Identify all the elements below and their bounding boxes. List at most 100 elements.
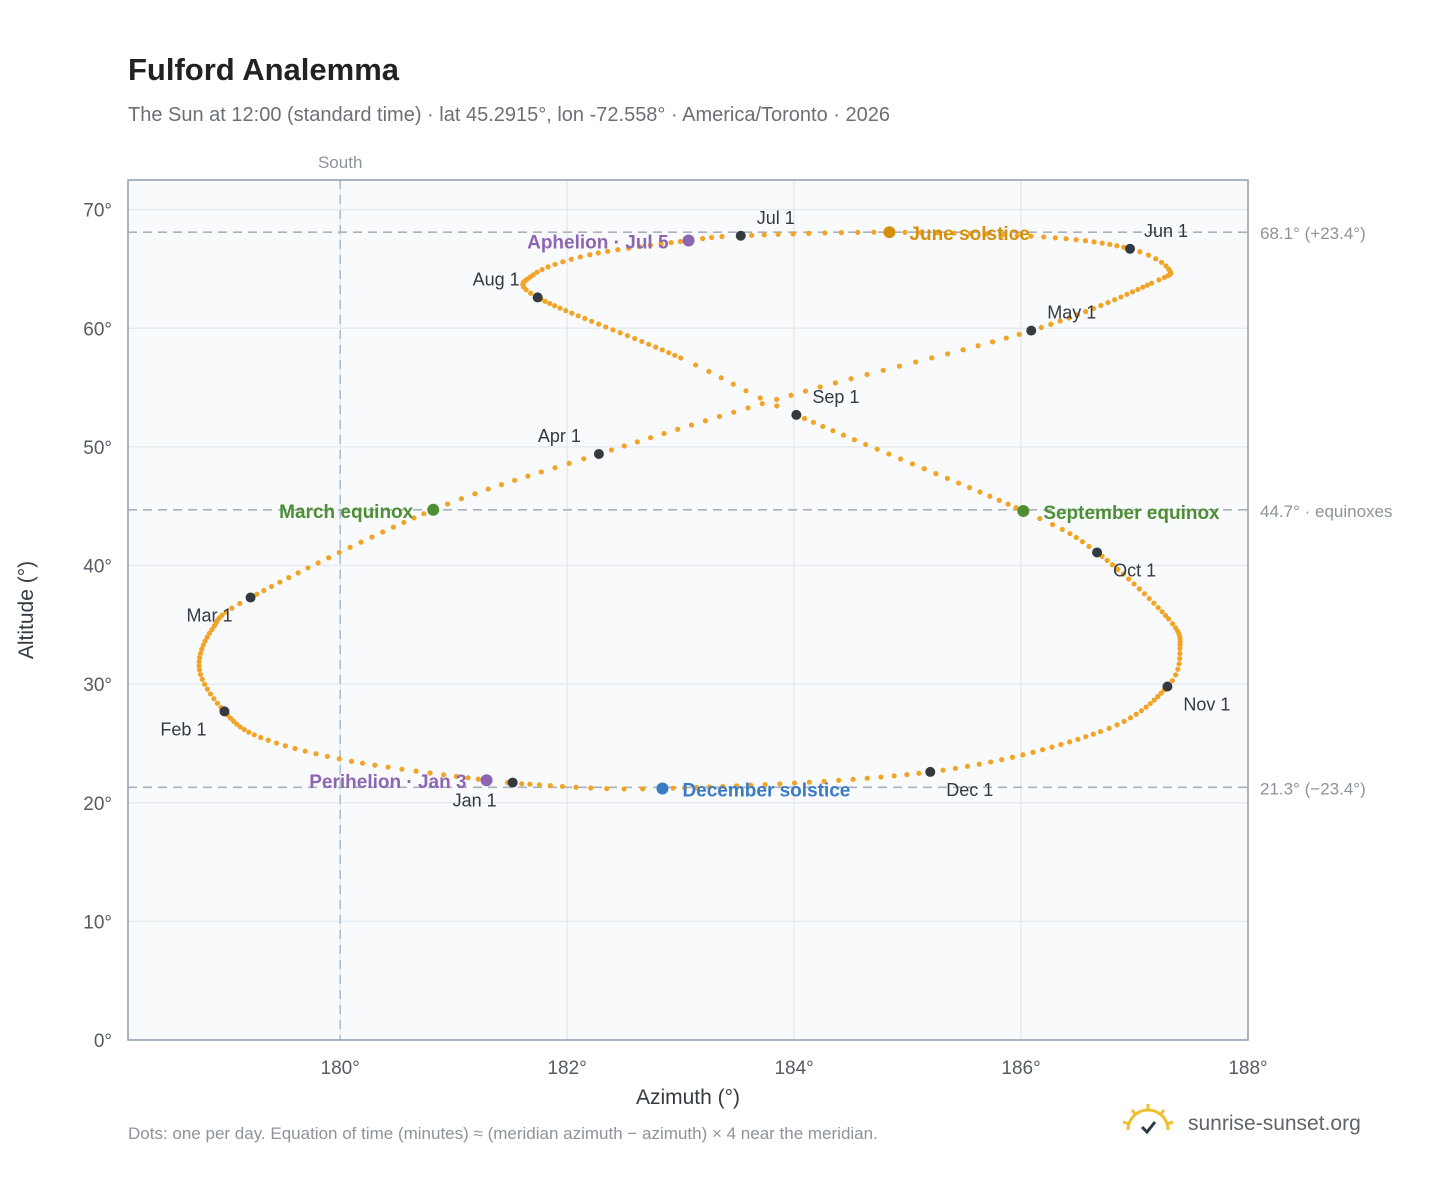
daily-dot	[1140, 284, 1146, 290]
daily-dot	[706, 368, 712, 375]
daily-dot	[821, 778, 827, 784]
daily-dot	[987, 493, 993, 499]
daily-dot	[855, 229, 861, 235]
daily-dot	[202, 681, 208, 687]
daily-dot	[820, 423, 826, 430]
daily-dot	[1153, 256, 1159, 262]
daily-dot	[874, 446, 880, 452]
daily-dot	[1118, 294, 1124, 300]
daily-dot	[1037, 515, 1043, 522]
daily-dot	[557, 305, 563, 311]
daily-dot	[1151, 600, 1157, 606]
daily-dot	[621, 443, 627, 449]
daily-dot	[617, 330, 623, 336]
daily-dot	[336, 756, 342, 762]
month-marker	[1092, 547, 1103, 558]
daily-dot	[282, 743, 288, 749]
daily-dot	[1067, 739, 1073, 745]
daily-dot	[552, 303, 558, 309]
daily-dot	[762, 781, 768, 788]
daily-dot	[588, 785, 594, 791]
brand-logo[interactable]: sunrise-sunset.org	[1120, 1103, 1361, 1144]
daily-dot	[547, 783, 553, 789]
daily-dot	[604, 785, 610, 792]
daily-dot	[511, 477, 518, 483]
daily-dot	[359, 760, 366, 766]
daily-dot	[1079, 539, 1085, 545]
daily-dot	[1131, 581, 1137, 587]
daily-dot	[694, 784, 700, 791]
equinox-marker	[1017, 504, 1030, 517]
daily-dot	[666, 350, 672, 356]
y-tick-label: 10°	[83, 912, 112, 933]
month-marker	[1162, 681, 1173, 692]
daily-dot	[401, 519, 407, 526]
month-label: Aug 1	[473, 269, 520, 289]
daily-dot	[678, 355, 684, 361]
daily-dot	[254, 591, 260, 597]
reference-line-label: 21.3° (−23.4°)	[1260, 779, 1366, 798]
daily-dot	[1066, 315, 1072, 321]
daily-dot	[743, 388, 749, 394]
daily-dot	[933, 471, 939, 477]
daily-dot	[1090, 731, 1096, 737]
daily-dot	[475, 776, 481, 782]
daily-dot	[197, 654, 203, 661]
daily-dot	[634, 439, 640, 445]
month-marker	[735, 230, 746, 241]
month-label: Jan 1	[453, 791, 497, 811]
footnote: Dots: one per day. Equation of time (min…	[128, 1124, 878, 1143]
daily-dot	[1059, 526, 1065, 533]
daily-dot	[219, 612, 225, 618]
daily-dot	[525, 473, 531, 479]
daily-dot	[1028, 233, 1034, 239]
daily-dot	[1073, 237, 1079, 243]
daily-dot	[372, 762, 378, 768]
daily-dot	[1048, 321, 1054, 327]
daily-dot	[1041, 234, 1047, 240]
daily-dot	[716, 413, 723, 420]
daily-dot	[1052, 235, 1058, 241]
daily-dot	[1127, 715, 1134, 721]
daily-dot	[472, 491, 478, 497]
daily-dot	[527, 781, 533, 787]
daily-dot	[720, 783, 726, 790]
daily-dot	[1049, 744, 1055, 750]
equinox-label: March equinox	[279, 502, 414, 523]
month-label: Oct 1	[1113, 560, 1156, 580]
daily-dot	[399, 766, 405, 772]
daily-dot	[559, 783, 566, 790]
event-markers: Jan 1 Feb 1 Mar 1 Apr 1 May 1 Jun 1 Jul 1 Aug 1…	[160, 208, 1230, 811]
daily-dot	[241, 726, 247, 733]
daily-dot	[733, 783, 740, 789]
daily-dot	[552, 465, 558, 471]
daily-dot	[788, 392, 794, 398]
daily-dot	[1013, 505, 1019, 511]
daily-dot	[1074, 312, 1081, 318]
daily-dot	[896, 363, 903, 369]
daily-dot	[421, 511, 427, 517]
month-marker	[219, 706, 230, 717]
daily-dot	[975, 343, 981, 349]
daily-dot	[1156, 277, 1162, 283]
daily-dot	[1049, 521, 1056, 528]
apsis-marker	[480, 774, 493, 787]
daily-dot	[1176, 661, 1182, 667]
y-tick-label: 0°	[94, 1031, 112, 1052]
daily-dot	[1009, 754, 1016, 760]
daily-dot	[851, 437, 857, 443]
daily-dot	[639, 338, 645, 345]
reference-line-label: 44.7° · equinoxes	[1260, 502, 1393, 521]
grid-layer	[128, 180, 1248, 1040]
daily-dot	[1158, 259, 1165, 265]
daily-dot	[1107, 241, 1113, 248]
daily-dot	[838, 230, 844, 236]
month-marker	[507, 777, 518, 788]
daily-dot	[1147, 700, 1153, 707]
daily-dot	[228, 715, 234, 721]
daily-dot	[1155, 604, 1161, 611]
daily-dot	[878, 774, 884, 780]
daily-dot	[918, 229, 924, 236]
daily-dot	[1137, 249, 1143, 255]
daily-dot	[1005, 501, 1011, 507]
